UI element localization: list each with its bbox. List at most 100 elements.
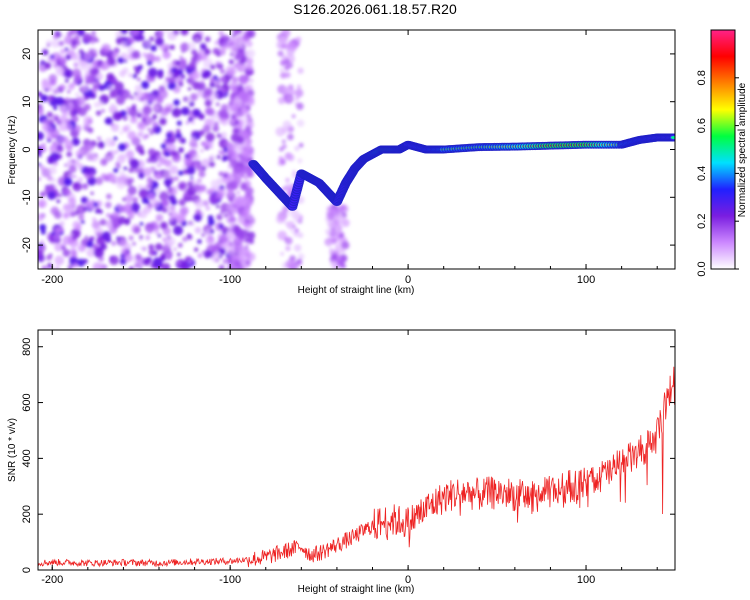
noise-blob xyxy=(236,190,241,195)
noise-blob xyxy=(206,107,215,116)
noise-blob xyxy=(47,191,56,200)
noise-blob xyxy=(38,146,43,155)
noise-blob xyxy=(171,107,182,118)
noise-blob xyxy=(110,123,120,132)
noise-blob xyxy=(226,188,234,196)
noise-blob xyxy=(231,33,236,38)
noise-blob xyxy=(194,247,199,252)
noise-blob xyxy=(221,41,230,50)
noise-blob xyxy=(175,60,181,66)
y-tick-label: 600 xyxy=(21,393,33,411)
noise-blob xyxy=(44,78,48,82)
noise-blob xyxy=(147,67,158,78)
noise-blob xyxy=(86,240,94,248)
noise-blob xyxy=(228,59,235,65)
noise-blob xyxy=(232,142,243,153)
snr-frame xyxy=(37,329,676,571)
noise-blob xyxy=(93,226,104,237)
noise-blob xyxy=(72,55,78,61)
noise-blob xyxy=(283,58,290,65)
noise-blob xyxy=(93,244,98,250)
noise-blob xyxy=(152,121,159,128)
noise-blob xyxy=(156,173,162,179)
noise-blob xyxy=(190,178,195,183)
noise-blob xyxy=(62,203,71,212)
noise-blob xyxy=(232,224,241,233)
noise-blob xyxy=(144,222,155,233)
noise-blob xyxy=(161,207,168,213)
noise-blob xyxy=(162,237,168,243)
noise-blob xyxy=(293,244,302,252)
noise-blobs xyxy=(38,30,350,269)
noise-blob xyxy=(71,250,78,257)
noise-blob xyxy=(137,132,143,137)
noise-blob xyxy=(195,37,200,42)
colorbar-ticks: 0.0 0.2 0.4 0.6 0.8 xyxy=(696,70,739,277)
noise-blob xyxy=(168,194,176,202)
noise-blob xyxy=(209,229,215,234)
x-tick-label: 100 xyxy=(577,574,595,586)
noise-blob xyxy=(144,39,152,48)
snr-x-ticks: -200 -100 0 100 xyxy=(41,330,658,586)
noise-blob xyxy=(92,48,98,54)
noise-blob xyxy=(176,30,182,33)
noise-blob xyxy=(225,65,236,76)
noise-blob xyxy=(190,221,195,227)
noise-blob xyxy=(58,122,68,132)
noise-blob xyxy=(83,258,88,264)
noise-blob xyxy=(209,64,216,70)
noise-blob xyxy=(73,124,82,133)
noise-blob xyxy=(219,68,226,74)
spectrogram-y-axis-label: Frequency (Hz) xyxy=(7,116,18,185)
noise-blob xyxy=(210,92,219,100)
noise-blob xyxy=(213,75,218,80)
noise-blob xyxy=(161,198,170,208)
noise-blob xyxy=(296,38,300,42)
noise-blob xyxy=(243,175,248,180)
noise-blob xyxy=(189,136,197,143)
noise-blob xyxy=(292,225,296,229)
noise-blob xyxy=(193,159,199,165)
noise-blob xyxy=(216,133,222,139)
noise-blob xyxy=(85,142,94,151)
noise-blob xyxy=(234,236,241,243)
noise-blob xyxy=(297,232,304,239)
noise-blob xyxy=(246,144,252,151)
noise-blob xyxy=(234,54,241,61)
noise-blob xyxy=(125,114,129,119)
x-tick-label: -100 xyxy=(219,574,241,586)
noise-blob xyxy=(161,262,171,269)
noise-blob xyxy=(158,191,169,202)
noise-blob xyxy=(161,44,166,49)
noise-blob xyxy=(135,253,142,260)
noise-blob xyxy=(139,96,145,102)
noise-blob xyxy=(182,236,188,242)
noise-blob xyxy=(149,55,157,63)
noise-blob xyxy=(65,54,71,60)
noise-blob xyxy=(60,48,66,55)
noise-blob xyxy=(154,187,162,195)
noise-blob xyxy=(341,249,346,254)
noise-blob xyxy=(210,79,214,84)
noise-blob xyxy=(332,264,338,269)
noise-blob xyxy=(156,162,162,168)
spectral-ridge xyxy=(248,133,675,211)
noise-blob xyxy=(190,93,198,101)
noise-blob xyxy=(52,33,59,40)
noise-blob xyxy=(97,100,104,107)
noise-blob xyxy=(297,258,302,263)
noise-blob xyxy=(246,260,250,265)
noise-blob xyxy=(72,220,82,230)
noise-blob xyxy=(133,226,141,234)
noise-blob xyxy=(191,130,196,135)
noise-blob xyxy=(139,222,144,226)
noise-blob xyxy=(177,261,181,265)
noise-blob xyxy=(92,262,103,269)
noise-blob xyxy=(141,117,147,122)
noise-blob xyxy=(181,50,185,54)
noise-blob xyxy=(137,77,141,82)
noise-blob xyxy=(151,181,159,189)
noise-blob xyxy=(194,226,202,234)
noise-blob xyxy=(341,241,350,250)
